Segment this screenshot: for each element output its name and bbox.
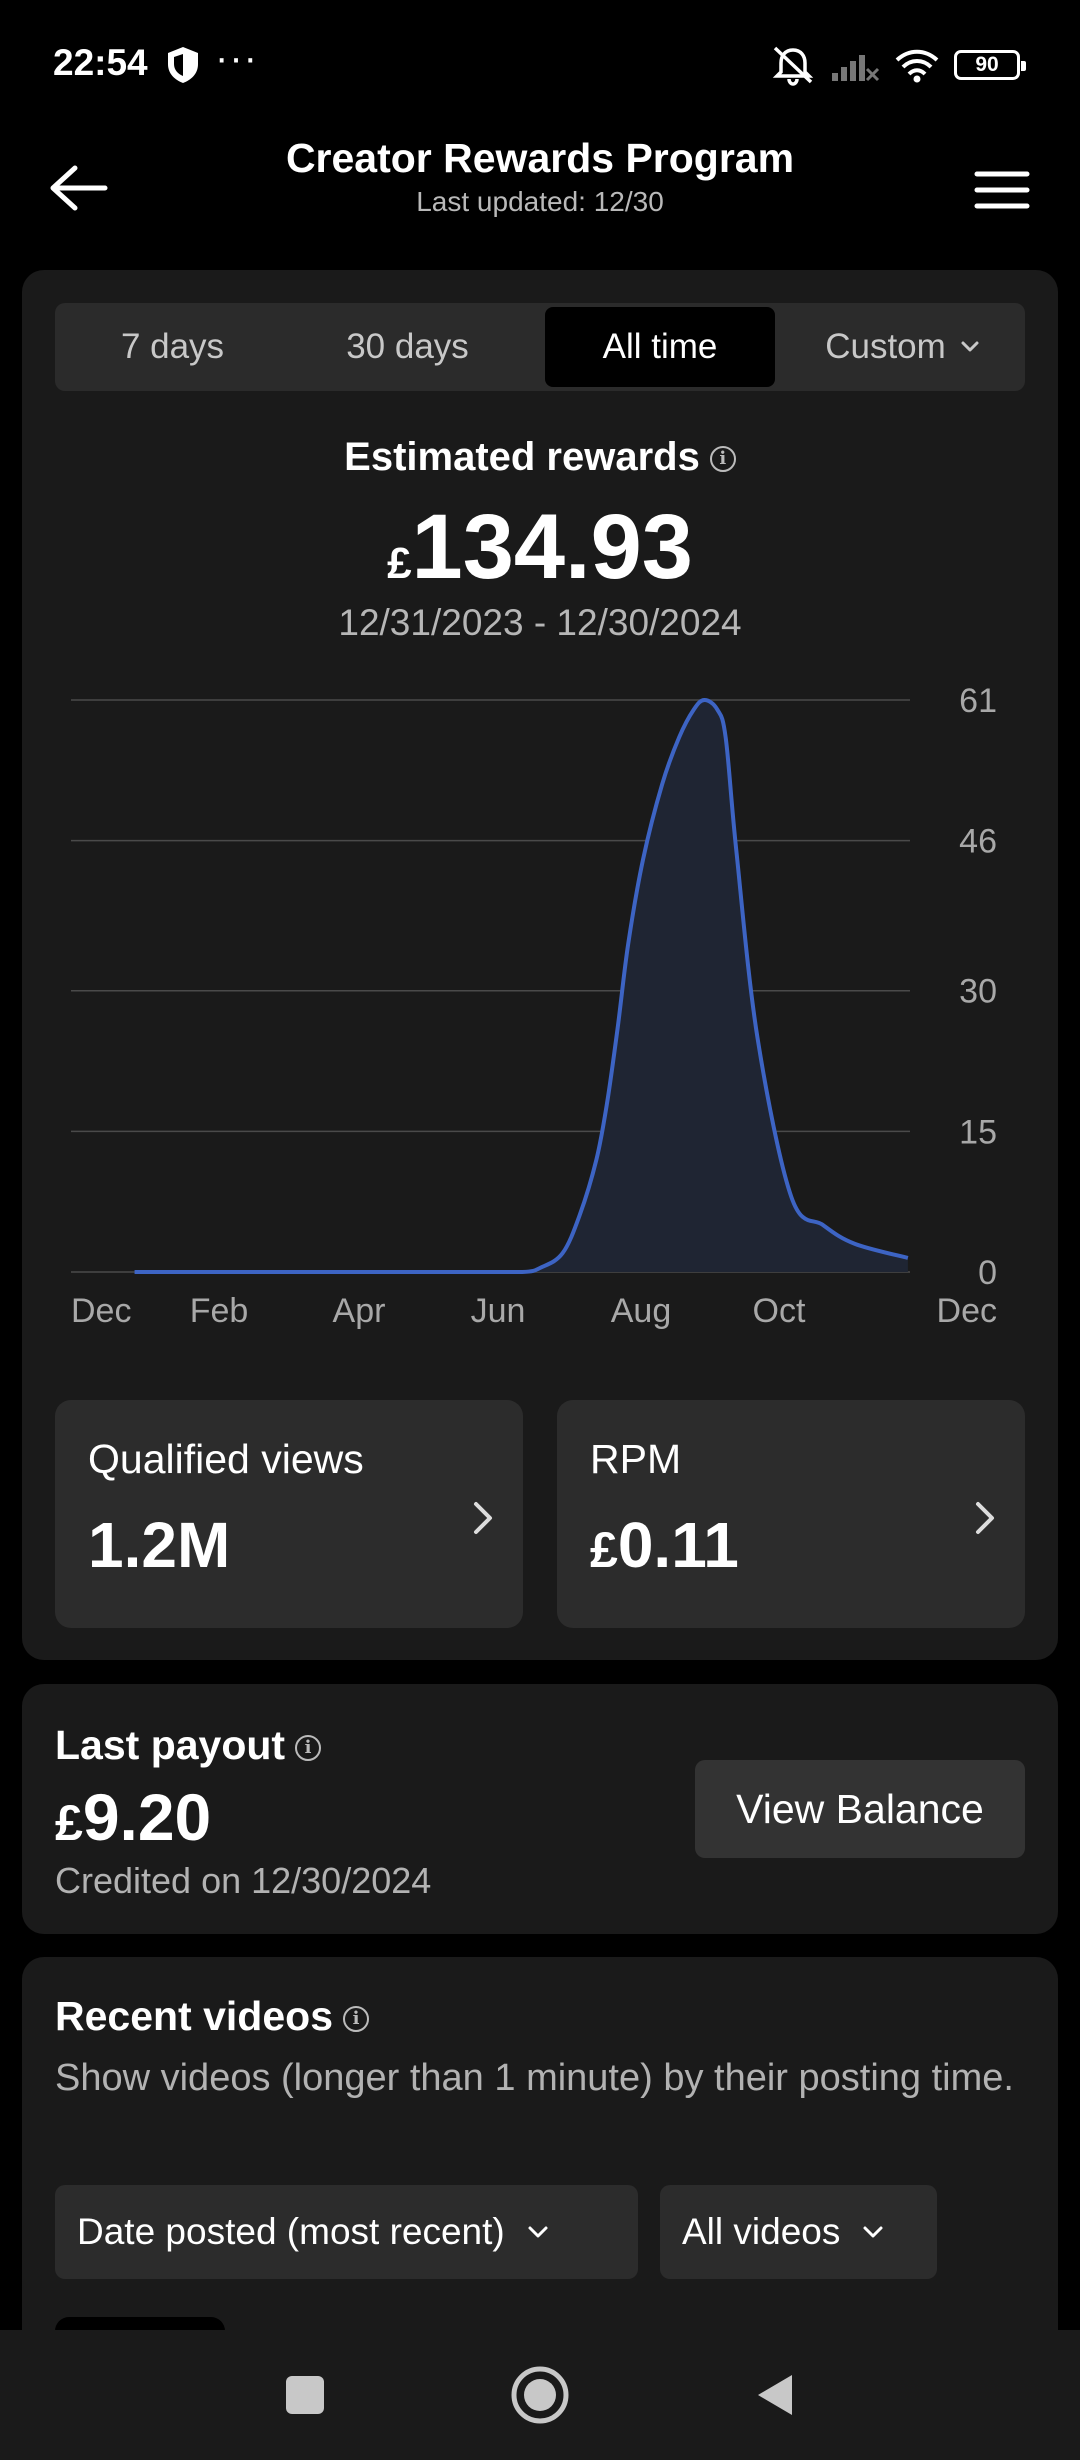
stat-value: £0.11 — [590, 1508, 739, 1582]
y-tick-label: 0 — [978, 1254, 997, 1292]
rpm-card[interactable]: RPM £0.11 — [557, 1400, 1025, 1628]
amount-value: 134.93 — [411, 496, 693, 598]
status-time: 22:54 — [53, 42, 148, 83]
wifi-icon — [895, 49, 939, 83]
system-nav-bar — [0, 2330, 1080, 2460]
menu-button[interactable] — [964, 152, 1040, 228]
sort-dropdown[interactable]: Date posted (most recent) — [55, 2185, 638, 2279]
mute-bell-icon — [772, 46, 814, 86]
last-payout-label: Last payout i — [55, 1722, 322, 1769]
stat-label: Qualified views — [88, 1436, 364, 1482]
recent-videos-label: Recent videos i — [55, 1993, 369, 2040]
tab-label: 30 days — [346, 327, 469, 366]
period-tabs: 7 days 30 days All time Custom — [55, 303, 1025, 391]
stat-value: 1.2M — [88, 1509, 231, 1581]
battery-level: 90 — [975, 53, 999, 76]
x-tick-label: Dec — [71, 1292, 131, 1330]
status-icons: 90 — [770, 42, 1026, 88]
y-tick-label: 30 — [959, 973, 997, 1011]
estimated-rewards-text: Estimated rewards — [344, 435, 700, 479]
estimated-rewards-label: Estimated rewards i — [22, 435, 1058, 480]
last-updated: Last updated: 12/30 — [416, 186, 664, 217]
chevron-down-icon — [528, 2226, 548, 2238]
qualified-views-card[interactable]: Qualified views 1.2M — [55, 1400, 523, 1628]
shield-icon — [168, 47, 198, 83]
chevron-down-icon — [961, 341, 979, 352]
home-button[interactable] — [505, 2360, 575, 2430]
info-icon[interactable]: i — [709, 446, 736, 473]
video-filter-label: All videos — [682, 2211, 841, 2252]
y-tick-label: 15 — [959, 1113, 997, 1151]
video-filter-dropdown[interactable]: All videos — [660, 2185, 937, 2279]
status-bar: 22:54 ··· 90 — [0, 0, 1080, 130]
date-range: 12/31/2023 - 12/30/2024 — [338, 602, 742, 643]
signal-icon — [832, 55, 880, 82]
rewards-chart: 0 15 30 46 61 Dec Feb Apr Jun Aug Oct Dec — [71, 682, 997, 1330]
rpm-value: 0.11 — [617, 1509, 739, 1581]
view-balance-button[interactable]: View Balance — [695, 1760, 1025, 1858]
arrow-left-icon — [50, 165, 108, 211]
payout-value: 9.20 — [82, 1780, 212, 1854]
chevron-right-icon — [474, 1502, 492, 1534]
tab-label: 7 days — [120, 327, 225, 366]
tab-label: All time — [602, 327, 718, 366]
tab-label: Custom — [825, 327, 946, 366]
rewards-card: 7 days 30 days All time Custom Estimated… — [22, 270, 1058, 1660]
chevron-down-icon — [863, 2226, 883, 2238]
info-icon[interactable]: i — [295, 1735, 322, 1762]
x-tick-label: Feb — [190, 1292, 249, 1330]
x-tick-label: Apr — [333, 1292, 386, 1330]
battery-icon: 90 — [954, 50, 1026, 80]
estimated-rewards-amount: £134.93 — [22, 495, 1058, 600]
recents-button[interactable] — [270, 2360, 340, 2430]
currency-symbol: £ — [387, 539, 412, 588]
rewards-line — [134, 697, 909, 1275]
y-tick-label: 46 — [959, 823, 997, 861]
stat-label: RPM — [590, 1436, 682, 1482]
back-nav-button[interactable] — [740, 2360, 810, 2430]
x-tick-label: Jun — [471, 1292, 526, 1330]
last-payout-text: Last payout — [55, 1722, 286, 1768]
back-button[interactable] — [40, 150, 116, 226]
app-header: Creator Rewards Program Last updated: 12… — [0, 130, 1080, 270]
currency-symbol: £ — [590, 1522, 618, 1578]
chevron-right-icon — [976, 1502, 994, 1534]
x-tick-label: Oct — [753, 1292, 806, 1330]
recent-videos-card: Recent videos i Show videos (longer than … — [22, 1957, 1058, 2377]
recent-videos-description: Show videos (longer than 1 minute) by th… — [55, 2057, 1014, 2099]
y-tick-label: 61 — [959, 682, 997, 720]
home-circle-icon — [511, 2366, 569, 2424]
tab-7-days[interactable]: 7 days — [55, 307, 290, 387]
tab-custom[interactable]: Custom — [780, 307, 1025, 387]
info-icon[interactable]: i — [343, 2006, 369, 2033]
tab-30-days[interactable]: 30 days — [290, 307, 525, 387]
page-title: Creator Rewards Program — [285, 135, 795, 181]
triangle-back-icon — [758, 2375, 792, 2415]
credited-date: Credited on 12/30/2024 — [55, 1860, 432, 1901]
x-tick-label: Dec — [937, 1292, 997, 1330]
currency-symbol: £ — [55, 1795, 83, 1851]
x-tick-label: Aug — [611, 1292, 672, 1330]
rewards-area — [134, 700, 908, 1272]
tab-all-time[interactable]: All time — [545, 307, 775, 387]
last-payout-card: Last payout i £9.20 Credited on 12/30/202… — [22, 1684, 1058, 1934]
recent-videos-text: Recent videos — [55, 1993, 333, 2039]
square-icon — [286, 2376, 324, 2414]
sort-dropdown-label: Date posted (most recent) — [77, 2211, 505, 2252]
hamburger-menu-icon — [974, 171, 1030, 209]
last-payout-amount: £9.20 — [55, 1779, 211, 1855]
more-notifications-icon: ··· — [215, 36, 258, 80]
